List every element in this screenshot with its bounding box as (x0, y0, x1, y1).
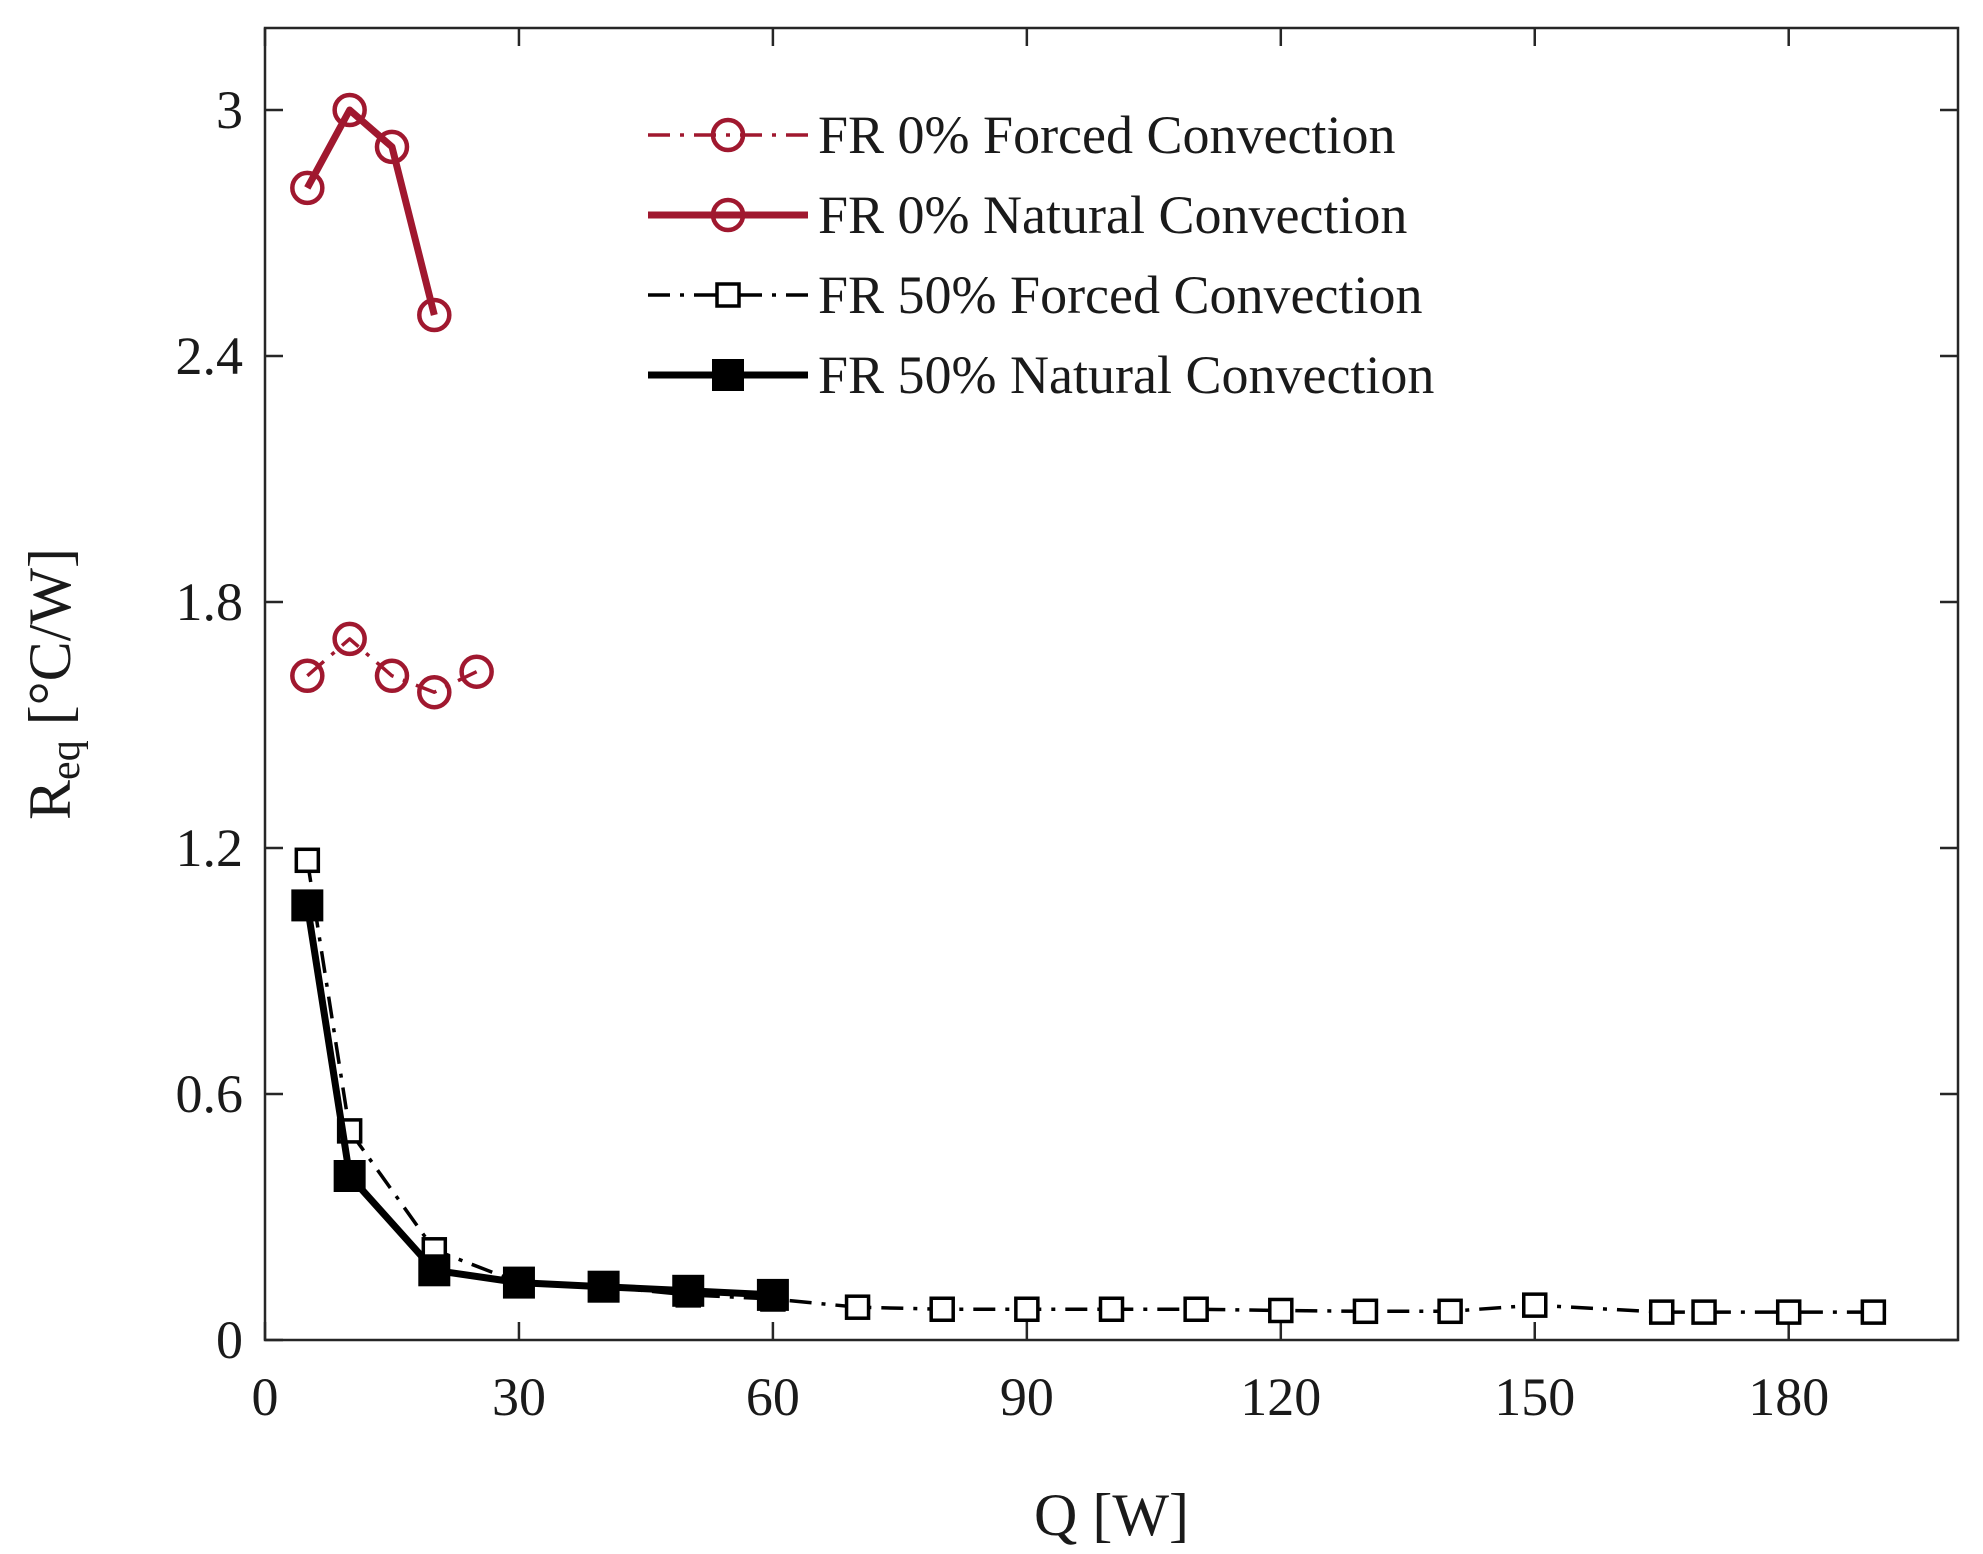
data-point-fr-50pct-natural-convection (333, 1160, 366, 1192)
data-point-fr-0pct-natural-convection (374, 129, 410, 165)
legend-entry-fr-0pct-forced-convection: FR 0% Forced Convection (648, 105, 1395, 165)
data-point-fr-50pct-natural-convection (291, 889, 324, 922)
y-axis-title-subscript: eq (43, 740, 89, 780)
data-point-fr-50pct-natural-convection (756, 1278, 789, 1311)
y-axis-title-unit: [°C/W] (17, 548, 83, 740)
y-tick-label: 1.8 (176, 572, 244, 632)
data-point-fr-50pct-forced-convection (1437, 1298, 1463, 1325)
legend-entry-fr-50pct-forced-convection: FR 50% Forced Convection (648, 265, 1422, 325)
data-point-fr-50pct-natural-convection (672, 1274, 705, 1307)
series-fr-0pct-forced-convection (290, 621, 494, 710)
legend-label-fr-50pct-forced-convection: FR 50% Forced Convection (818, 265, 1422, 325)
data-point-fr-0pct-forced-convection (459, 654, 494, 689)
x-tick-label: 120 (1240, 1367, 1321, 1427)
x-axis-title: Q [W] (1034, 1482, 1189, 1548)
data-point-fr-50pct-forced-convection (1775, 1299, 1802, 1325)
data-point-fr-50pct-forced-convection (929, 1296, 955, 1322)
legend: FR 0% Forced Convection FR 0% Natural Con… (648, 105, 1434, 405)
x-tick-label: 60 (746, 1367, 800, 1427)
series-fr-0pct-natural-convection (290, 92, 452, 333)
series-fr-50pct-natural-convection (291, 889, 789, 1311)
x-tick-label: 90 (1000, 1367, 1054, 1427)
legend-marker-fr-50pct-forced-convection (715, 282, 741, 308)
data-point-fr-50pct-forced-convection (844, 1294, 871, 1320)
data-point-fr-0pct-forced-convection (332, 621, 367, 657)
y-tick-label: 2.4 (176, 326, 244, 386)
y-tick-label: 0.6 (176, 1064, 244, 1124)
data-point-fr-50pct-natural-convection (418, 1254, 451, 1287)
legend-marker-fr-0pct-forced-convection (710, 117, 746, 153)
legend-marker-fr-0pct-natural-convection (710, 197, 746, 233)
series-layer (290, 92, 1887, 1325)
data-point-fr-0pct-forced-convection (417, 674, 452, 710)
data-point-fr-50pct-forced-convection (1522, 1292, 1548, 1318)
y-tick-label: 3 (216, 80, 243, 140)
data-point-fr-50pct-forced-convection (1098, 1296, 1125, 1322)
x-tick-label: 0 (252, 1367, 279, 1427)
data-point-fr-50pct-forced-convection (1352, 1298, 1379, 1325)
y-axis: 0 0.6 1.2 1.8 2.4 3 (176, 80, 1958, 1370)
data-point-fr-50pct-forced-convection (294, 847, 321, 874)
data-point-fr-50pct-forced-convection (1860, 1299, 1887, 1325)
legend-entry-fr-0pct-natural-convection: FR 0% Natural Convection (648, 185, 1407, 245)
data-point-fr-50pct-forced-convection (1183, 1296, 1209, 1322)
data-point-fr-50pct-forced-convection (1268, 1297, 1294, 1324)
series-line-fr-0pct-natural-convection (304, 106, 438, 316)
data-point-fr-0pct-natural-convection (417, 297, 452, 333)
data-point-fr-50pct-forced-convection (1648, 1299, 1675, 1325)
data-point-fr-0pct-natural-convection (332, 92, 367, 128)
data-point-fr-50pct-forced-convection (1691, 1299, 1717, 1325)
data-point-fr-0pct-forced-convection (374, 658, 410, 694)
x-tick-label: 180 (1748, 1367, 1829, 1427)
x-tick-label: 30 (492, 1367, 546, 1427)
data-point-fr-50pct-forced-convection (1014, 1296, 1040, 1322)
legend-marker-fr-50pct-natural-convection (712, 359, 744, 391)
data-point-fr-0pct-forced-convection (290, 658, 325, 694)
legend-label-fr-50pct-natural-convection: FR 50% Natural Convection (818, 345, 1434, 405)
axes-frame (263, 26, 1960, 1342)
data-point-fr-0pct-natural-convection (290, 170, 325, 206)
axes-box (263, 26, 1960, 1342)
y-axis-title: Req [°C/W] (17, 548, 89, 820)
y-tick-label: 1.2 (176, 818, 244, 878)
legend-label-fr-0pct-natural-convection: FR 0% Natural Convection (818, 185, 1407, 245)
y-tick-label: 0 (216, 1310, 243, 1370)
data-point-fr-50pct-natural-convection (502, 1266, 535, 1299)
x-axis: 0 30 60 90 120 150 180 (252, 28, 1829, 1427)
y-axis-title-main: R (17, 780, 83, 820)
data-point-fr-50pct-natural-convection (587, 1270, 620, 1303)
x-tick-label: 150 (1494, 1367, 1575, 1427)
legend-entry-fr-50pct-natural-convection: FR 50% Natural Convection (648, 345, 1434, 405)
legend-label-fr-0pct-forced-convection: FR 0% Forced Convection (818, 105, 1395, 165)
